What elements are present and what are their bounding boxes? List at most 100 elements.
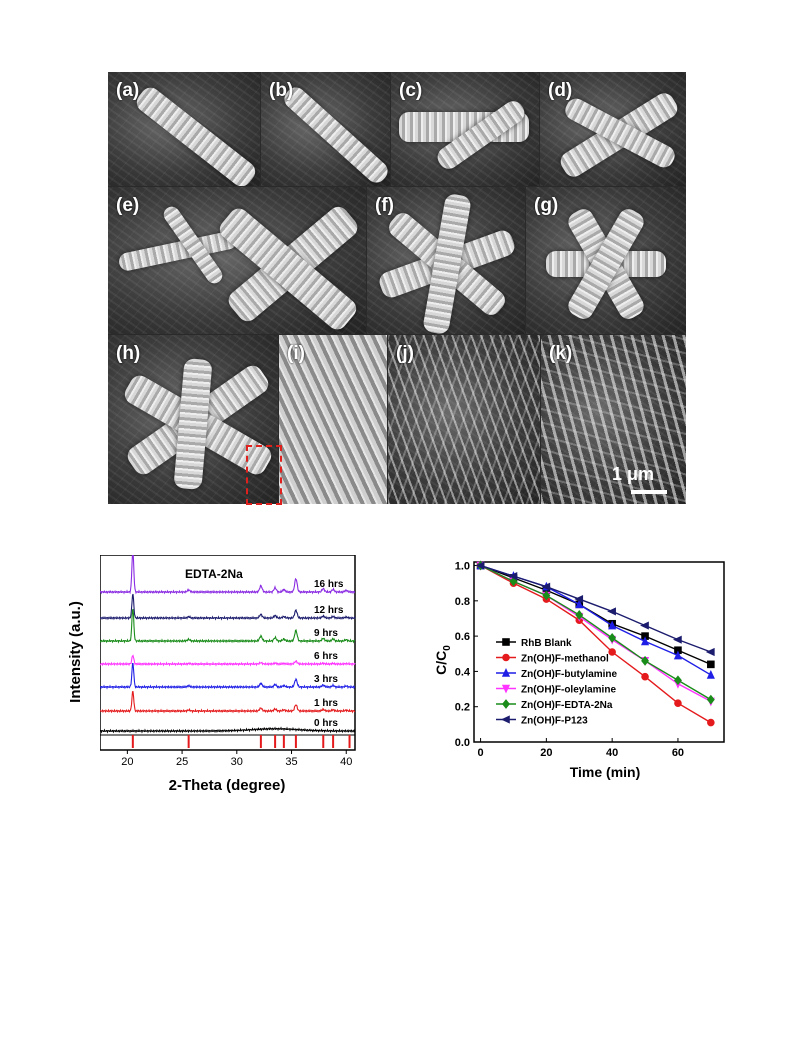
degradation-y-tick-label: 1.0 <box>455 561 470 573</box>
degradation-x-axis-label: Time (min) <box>570 764 641 780</box>
xrd-annotation: EDTA-2Na <box>185 567 243 581</box>
data-point-zn-oh-f-butylamine <box>608 620 617 630</box>
data-point-zn-oh-f-edta-2na <box>641 655 649 666</box>
data-point-zn-oh-f-p123 <box>672 635 682 644</box>
sem-panel-k: (k) <box>541 335 686 504</box>
region-of-interest-box <box>246 445 282 505</box>
legend-marker <box>502 653 510 662</box>
legend-label: Zn(OH)F-oleylamine <box>521 685 616 696</box>
data-point-zn-oh-f-methanol <box>608 648 616 656</box>
legend-label: Zn(OH)F-butylamine <box>521 669 618 680</box>
xrd-y-axis-label-box: Intensity (a.u.) <box>67 601 84 703</box>
xrd-x-tick-label: 20 <box>121 756 133 768</box>
xrd-plot-frame <box>100 555 356 751</box>
data-point-rhb-blank <box>707 660 715 669</box>
sem-panel-c: (c) <box>391 72 539 186</box>
data-point-zn-oh-f-edta-2na <box>575 610 584 620</box>
degradation-y-axis-label: C/C0 <box>433 645 453 675</box>
xrd-series-label: 9 hrs <box>314 628 338 639</box>
panel-label: (g) <box>534 195 559 216</box>
legend-label: Zn(OH)F-P123 <box>521 716 588 727</box>
panel-label: (c) <box>399 80 423 101</box>
degradation-axes: 0 20 40 60 0.0 0.2 0.4 0.6 0.8 1.0 <box>455 561 725 759</box>
series-line-zn-oh-f-methanol <box>480 564 712 724</box>
data-point-zn-oh-f-p123 <box>508 572 518 581</box>
sem-panel-j: (j) <box>388 335 540 504</box>
xrd-trace-9-hrs <box>100 608 356 644</box>
data-point-zn-oh-f-methanol <box>707 718 715 727</box>
xrd-series-label: 12 hrs <box>314 605 344 616</box>
data-point-zn-oh-f-p123 <box>607 607 616 616</box>
panel-label: (k) <box>549 343 573 364</box>
sem-figure: (a) (b) (c) (d) (e) (f) (g) (h) <box>108 72 686 505</box>
xrd-trace-0-hrs <box>100 726 356 734</box>
legend-label: Zn(OH)F-EDTA-2Na <box>521 700 613 711</box>
series-line-zn-oh-f-p123 <box>480 564 712 653</box>
degradation-chart: 0 20 40 60 0.0 0.2 0.4 0.6 0.8 1.0 RhB Blank Zn(OH… <box>433 560 725 780</box>
data-point-zn-oh-f-p123 <box>705 647 715 657</box>
xrd-y-axis-label: Intensity (a.u.) <box>67 601 84 703</box>
xrd-x-tick-label: 25 <box>176 756 188 768</box>
data-point-zn-oh-f-butylamine <box>673 650 683 660</box>
sem-panel-a: (a) <box>108 72 260 186</box>
xrd-trace-1-hrs <box>100 690 356 714</box>
degradation-x-tick-label: 60 <box>672 747 684 759</box>
scale-bar <box>631 490 667 494</box>
xrd-x-tick-label: 30 <box>231 756 243 768</box>
degradation-legend: RhB Blank Zn(OH)F-methanol Zn(OH)F-butylam… <box>496 638 618 727</box>
panel-label: (i) <box>287 343 305 364</box>
data-point-zn-oh-f-p123 <box>640 621 649 630</box>
xrd-series-labels: 0 hrs 1 hrs 3 hrs 6 hrs 9 hrs 12 hrs 16 hrs <box>314 579 344 729</box>
xrd-x-axis-label: 2-Theta (degree) <box>169 777 286 794</box>
xrd-trace-3-hrs <box>100 663 356 690</box>
data-point-zn-oh-f-edta-2na <box>509 576 518 587</box>
degradation-x-tick-label: 40 <box>606 747 618 759</box>
xrd-series-label: 6 hrs <box>314 651 338 662</box>
panel-label: (h) <box>116 343 141 364</box>
legend-marker <box>501 684 511 694</box>
xrd-series-label: 1 hrs <box>314 698 338 709</box>
panel-label: (b) <box>269 80 294 101</box>
data-point-zn-oh-f-butylamine <box>575 599 584 609</box>
xrd-x-tick-label: 40 <box>340 756 352 768</box>
degradation-x-tick-label: 0 <box>478 747 484 759</box>
data-point-zn-oh-f-p123 <box>541 582 551 591</box>
legend-marker <box>501 715 510 724</box>
data-point-zn-oh-f-methanol <box>674 699 682 707</box>
degradation-y-tick-label: 0.0 <box>455 737 470 749</box>
data-point-zn-oh-f-methanol <box>641 672 649 681</box>
xrd-x-tick-label: 35 <box>285 756 297 768</box>
sem-panel-d: (d) <box>540 72 686 186</box>
xrd-trace-6-hrs <box>100 654 356 667</box>
data-point-zn-oh-f-edta-2na <box>674 675 682 686</box>
data-point-zn-oh-f-butylamine <box>706 669 715 679</box>
xrd-chart: 0 hrs 1 hrs 3 hrs 6 hrs 9 hrs 12 hrs 16 hrs 20… <box>100 555 356 794</box>
legend-marker <box>502 638 510 646</box>
xrd-reference-lines <box>131 735 351 748</box>
data-point-zn-oh-f-edta-2na <box>706 694 715 705</box>
panel-label: (a) <box>116 80 140 101</box>
degradation-y-axis-label-sub: 0 <box>442 645 453 651</box>
panel-label: (j) <box>396 343 414 364</box>
degradation-plot-frame <box>473 561 725 743</box>
xrd-trace-12-hrs <box>100 593 356 621</box>
scale-bar-label: 1 μm <box>612 464 655 484</box>
degradation-y-tick-label: 0.6 <box>455 631 470 643</box>
sem-panel-h: (h) <box>108 335 278 504</box>
xrd-x-ticks: 20 25 30 35 40 <box>121 750 352 768</box>
degradation-y-axis-label-main: C/C <box>433 651 449 675</box>
panel-label: (f) <box>375 195 394 216</box>
sem-panel-f: (f) <box>367 187 525 334</box>
degradation-x-tick-label: 20 <box>540 747 552 759</box>
data-point-zn-oh-f-edta-2na <box>608 632 617 643</box>
degradation-y-tick-label: 0.4 <box>455 666 471 678</box>
xrd-series-label: 16 hrs <box>314 579 344 590</box>
data-point-zn-oh-f-p123 <box>475 561 485 570</box>
series-line-zn-oh-f-edta-2na <box>480 564 712 701</box>
sem-panel-b: (b) <box>261 72 390 186</box>
degradation-series <box>475 560 715 727</box>
degradation-y-tick-label: 0.2 <box>455 702 470 714</box>
data-point-zn-oh-f-butylamine <box>640 636 650 646</box>
sem-panel-i: (i) <box>279 335 387 504</box>
panel-label: (d) <box>548 80 573 101</box>
